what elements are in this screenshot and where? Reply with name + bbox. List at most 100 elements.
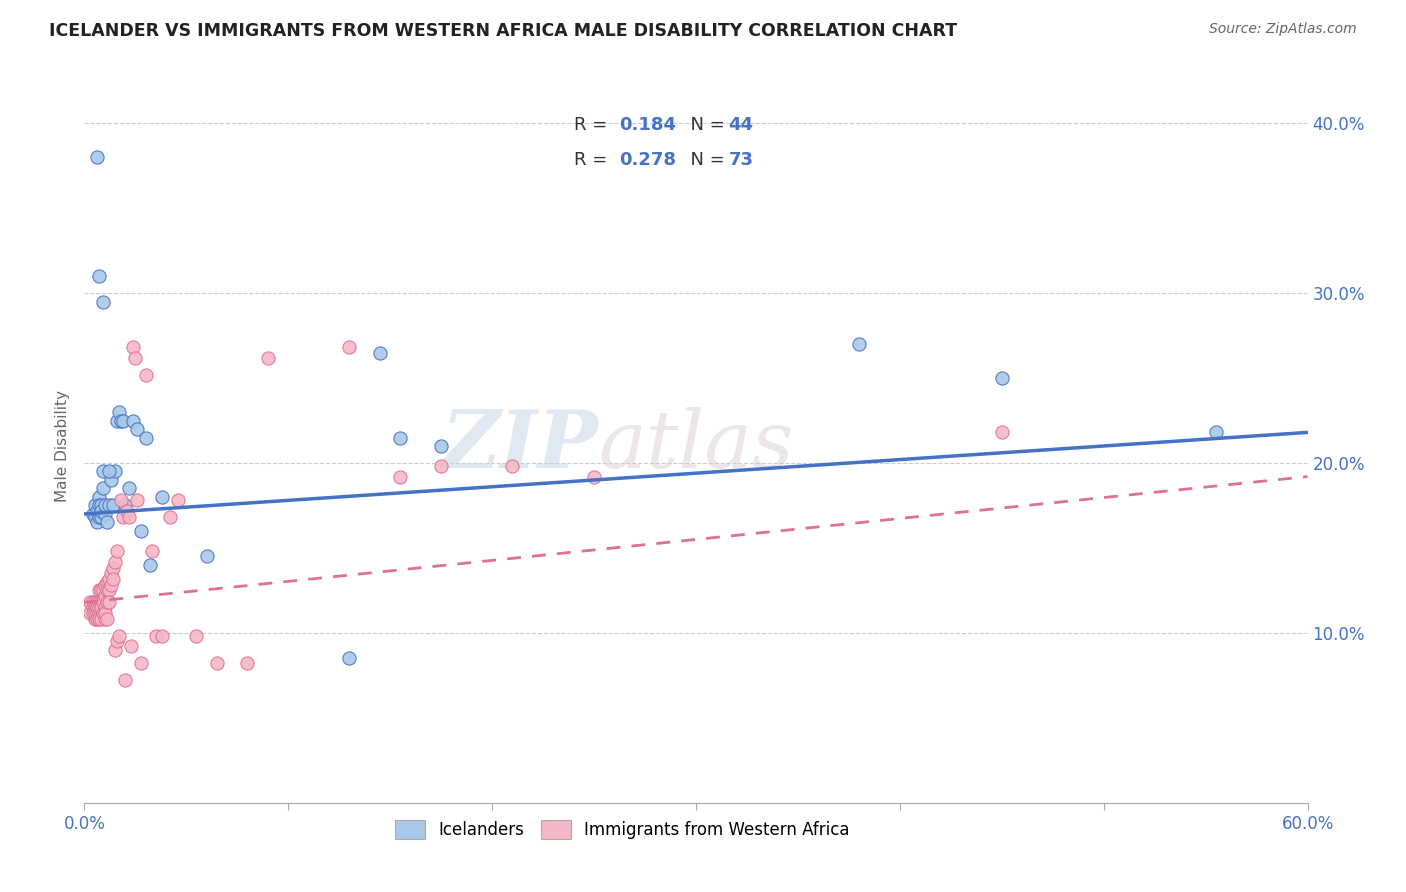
Point [83, 600, 105, 615]
Point [389, 430, 412, 444]
Text: Source: ZipAtlas.com: Source: ZipAtlas.com [1209, 22, 1357, 37]
Point [105, 413, 128, 427]
Point [93, 600, 115, 615]
Point [86, 516, 108, 530]
Point [100, 473, 122, 487]
Point [86, 600, 108, 615]
Point [104, 465, 127, 479]
Point [91, 583, 114, 598]
Point [86, 612, 108, 626]
Point [90, 510, 112, 524]
Point [339, 651, 361, 665]
Point [110, 413, 132, 427]
Text: 44: 44 [728, 116, 754, 134]
Text: R =: R = [574, 116, 613, 134]
Point [150, 629, 173, 643]
Point [79, 595, 101, 609]
Point [502, 459, 524, 474]
Point [83, 606, 105, 620]
Point [120, 640, 142, 654]
Point [96, 595, 118, 609]
Point [91, 465, 114, 479]
Point [87, 612, 110, 626]
Point [167, 493, 190, 508]
Point [90, 499, 112, 513]
Point [205, 657, 228, 671]
Point [91, 595, 114, 609]
Point [105, 634, 128, 648]
Point [122, 341, 145, 355]
Point [127, 493, 149, 508]
Point [86, 595, 108, 609]
Point [86, 150, 108, 164]
Text: ZIP: ZIP [441, 408, 598, 484]
Point [127, 422, 149, 436]
Point [118, 510, 141, 524]
Point [104, 555, 127, 569]
Point [389, 469, 412, 483]
Point [90, 595, 112, 609]
Point [91, 294, 114, 309]
Point [97, 583, 120, 598]
Point [339, 341, 361, 355]
Point [87, 499, 110, 513]
Point [108, 629, 131, 643]
Point [115, 503, 138, 517]
Point [101, 561, 124, 575]
Point [159, 510, 181, 524]
Point [104, 643, 127, 657]
Point [100, 566, 122, 581]
Text: atlas: atlas [598, 408, 793, 484]
Point [91, 606, 114, 620]
Point [86, 600, 108, 615]
Point [141, 544, 163, 558]
Point [86, 606, 108, 620]
Point [87, 490, 110, 504]
Point [90, 583, 112, 598]
Point [124, 351, 146, 365]
Point [97, 595, 120, 609]
Point [87, 595, 110, 609]
Point [93, 578, 115, 592]
Point [93, 612, 115, 626]
Point [105, 544, 128, 558]
Text: ICELANDER VS IMMIGRANTS FROM WESTERN AFRICA MALE DISABILITY CORRELATION CHART: ICELANDER VS IMMIGRANTS FROM WESTERN AFR… [49, 22, 957, 40]
Point [83, 612, 105, 626]
Point [101, 572, 124, 586]
Point [583, 469, 606, 483]
Point [257, 351, 280, 365]
Point [91, 482, 114, 496]
Point [118, 482, 141, 496]
Point [93, 606, 115, 620]
Point [110, 493, 132, 508]
Point [96, 574, 118, 589]
Text: R =: R = [574, 152, 613, 169]
Point [991, 425, 1014, 440]
Point [150, 490, 173, 504]
Point [112, 413, 135, 427]
Point [108, 405, 131, 419]
Point [186, 629, 208, 643]
Point [96, 516, 118, 530]
Point [114, 673, 136, 688]
Point [87, 269, 110, 284]
Point [87, 600, 110, 615]
Point [368, 345, 391, 359]
Point [90, 600, 112, 615]
Point [131, 524, 153, 538]
Text: 73: 73 [728, 152, 754, 169]
Point [90, 612, 112, 626]
Point [93, 507, 115, 521]
Point [145, 629, 167, 643]
Point [83, 499, 105, 513]
Point [90, 503, 112, 517]
Text: N =: N = [679, 152, 731, 169]
Point [93, 589, 115, 603]
Point [135, 430, 157, 444]
Point [135, 368, 157, 382]
Point [112, 510, 135, 524]
Point [82, 507, 104, 521]
Point [1205, 425, 1227, 440]
Point [87, 583, 110, 598]
Point [97, 572, 120, 586]
